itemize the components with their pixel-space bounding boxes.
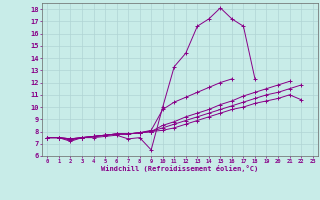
X-axis label: Windchill (Refroidissement éolien,°C): Windchill (Refroidissement éolien,°C) [101,165,259,172]
